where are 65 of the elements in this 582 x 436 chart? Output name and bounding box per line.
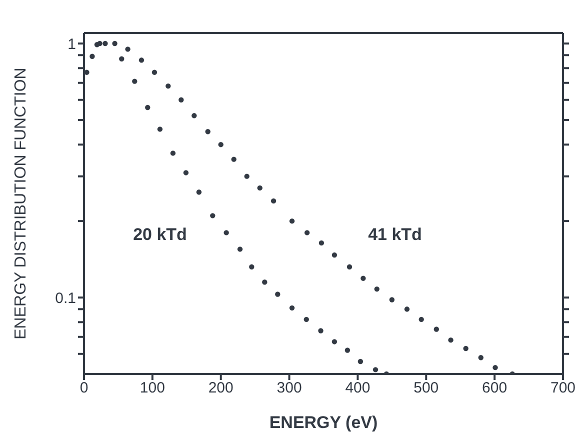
point [257,185,262,191]
x-tick-label: 200 [208,380,234,397]
point [119,56,124,62]
point [418,316,424,322]
point [125,46,130,52]
point [210,213,216,218]
point [262,280,268,285]
annotation: 41 kTd [368,225,422,245]
point [318,328,324,334]
x-tick-label: 500 [414,380,439,397]
point [224,230,229,236]
point [332,339,338,344]
x-tick-label: 600 [482,380,508,397]
point [478,355,484,360]
point [434,326,440,332]
x-tick-label: 100 [140,380,165,397]
point [152,70,158,75]
point [289,218,295,224]
point [138,58,144,63]
point [112,40,118,46]
point [170,150,176,156]
y-tick-label: 0.1 [55,290,76,307]
point [97,40,102,46]
point [196,190,202,195]
y-axis-title: ENERGY DISTRIBUTION FUNCTION [12,68,30,340]
point [360,276,366,281]
point [231,156,236,162]
point [289,305,295,311]
x-tick-label: 700 [550,380,576,397]
point [205,129,210,134]
x-axis-title: ENERGY (eV) [269,413,378,432]
point [344,348,350,353]
point [145,104,150,110]
x-tick-label: 300 [276,380,302,397]
point [178,97,184,102]
point [318,240,324,246]
point [389,297,395,302]
point [346,264,352,270]
point [183,170,189,176]
point [237,246,243,252]
point [404,306,410,312]
point [492,364,498,370]
point [166,83,171,89]
point [463,346,468,352]
point [249,264,254,270]
annotation: 20 kTd [133,225,187,245]
point [275,292,280,297]
point [192,113,197,118]
point [90,54,95,59]
y-tick-label: 1 [68,36,76,53]
point [448,337,454,343]
point [358,358,364,364]
point [218,142,224,148]
point [372,367,378,372]
point [244,174,250,179]
point [270,198,276,204]
x-tick-label: 0 [80,380,88,397]
point [304,230,310,236]
point [157,126,163,132]
point [332,252,338,258]
x-tick-label: 400 [345,380,370,397]
point [132,78,138,84]
point [374,286,380,292]
point [304,316,309,322]
point [102,40,108,46]
